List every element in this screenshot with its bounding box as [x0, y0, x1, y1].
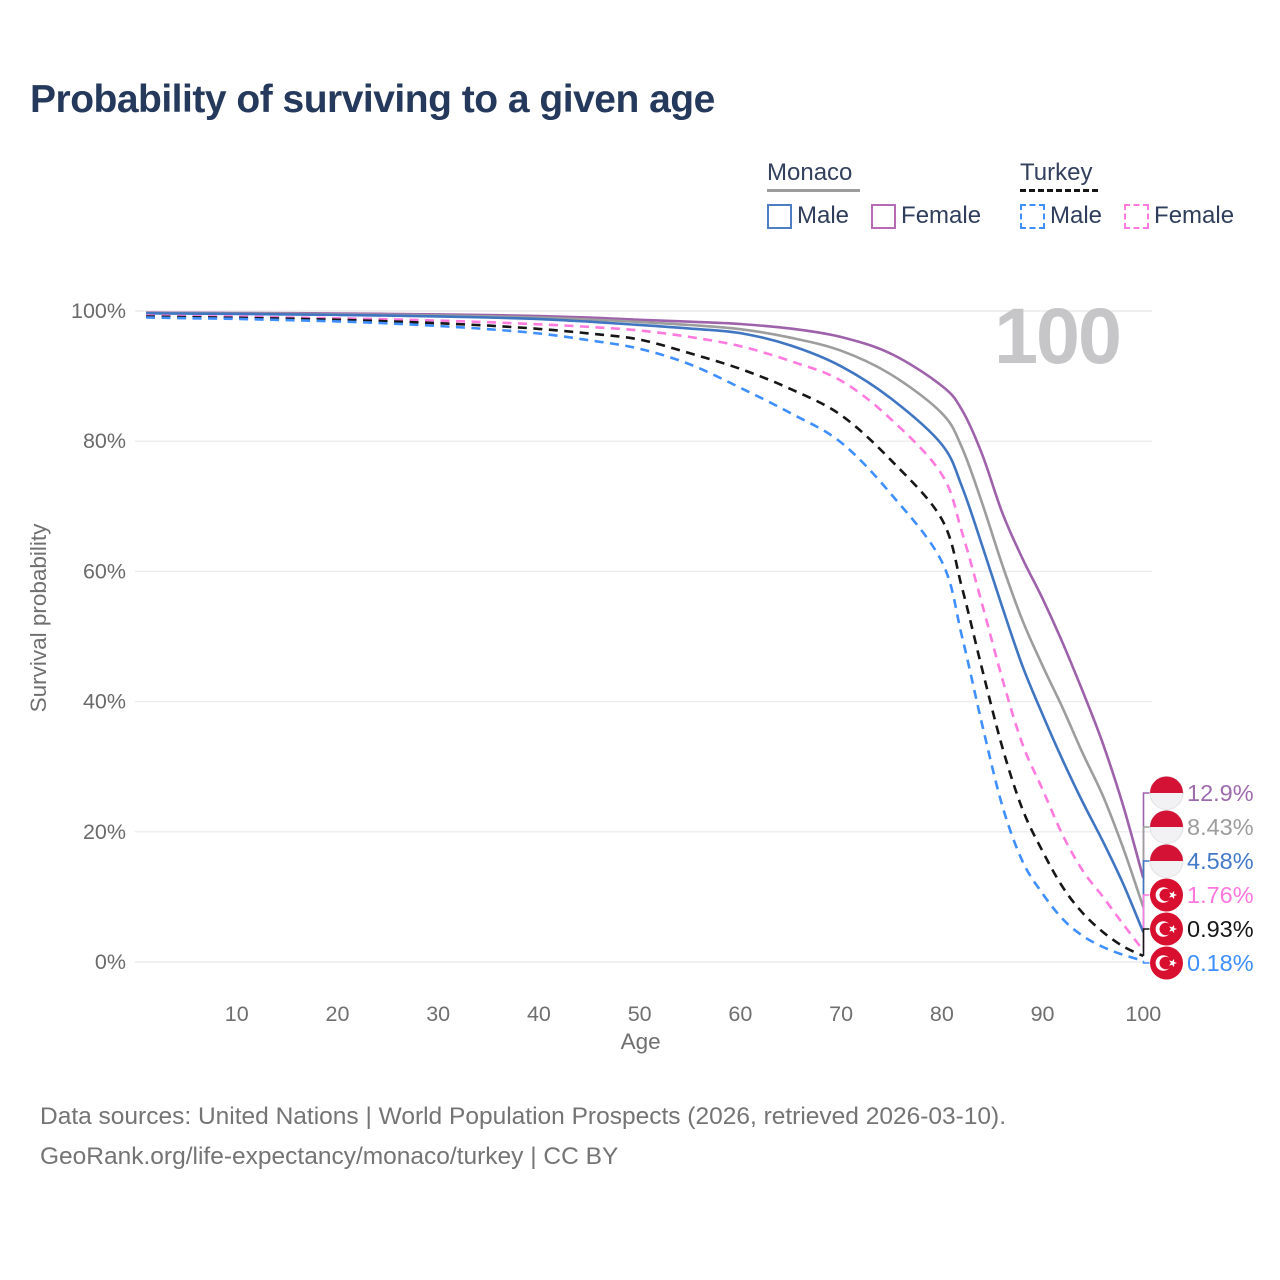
legend-item-monaco-female[interactable]: Female — [871, 202, 981, 230]
legend-group-monaco: Monaco Male Female — [767, 160, 981, 230]
x-tick-label: 100 — [1125, 1002, 1161, 1026]
end-label-value: 0.93% — [1187, 916, 1254, 942]
x-tick-label: 80 — [930, 1002, 954, 1026]
x-tick-label: 70 — [829, 1002, 853, 1026]
y-tick-label: 100% — [71, 299, 126, 323]
legend-item-turkey-female[interactable]: Female — [1124, 202, 1234, 230]
curve-monaco-male — [146, 312, 1145, 933]
y-tick-label: 20% — [83, 820, 126, 844]
end-label-monaco-female: 12.9% — [1149, 776, 1254, 810]
end-label-connector-monaco-male — [1142, 860, 1150, 933]
curve-turkey-male — [146, 316, 1144, 963]
monaco-line-swatch — [767, 189, 860, 192]
y-tick-label: 0% — [95, 950, 126, 974]
turkey-male-swatch-icon — [1020, 203, 1045, 229]
monaco-male-swatch-icon — [767, 203, 792, 229]
turkey-flag-icon — [1150, 878, 1183, 912]
end-label-value: 4.58% — [1187, 848, 1254, 874]
end-label-turkey-female: 1.76% — [1150, 878, 1254, 912]
turkey-female-swatch-icon — [1124, 203, 1150, 229]
legend-item-label: Male — [1050, 202, 1103, 229]
age-counter-watermark: 100 — [994, 291, 1120, 380]
y-tick-label: 60% — [83, 559, 126, 583]
turkey-line-swatch — [1020, 189, 1098, 192]
x-tick-label: 10 — [225, 1002, 249, 1026]
monaco-flag-icon — [1149, 844, 1184, 878]
curve-monaco-female — [146, 311, 1145, 879]
monaco-female-swatch-icon — [871, 203, 897, 229]
x-tick-label: 30 — [426, 1002, 450, 1026]
x-tick-label: 90 — [1031, 1002, 1055, 1026]
end-label-value: 12.9% — [1187, 780, 1254, 806]
legend-item-label: Female — [1154, 202, 1235, 229]
x-tick-label: 60 — [728, 1002, 752, 1026]
end-label-value: 8.43% — [1187, 814, 1254, 840]
end-label-monaco-both-sexes: 8.43% — [1149, 810, 1254, 844]
turkey-flag-icon — [1150, 912, 1183, 946]
y-tick-label: 80% — [83, 429, 126, 453]
legend-item-monaco-male[interactable]: Male — [767, 202, 849, 230]
end-label-connector-turkey-female — [1142, 894, 1150, 951]
x-tick-label: 50 — [628, 1002, 652, 1026]
end-label-connector-turkey-both-sexes — [1142, 928, 1150, 956]
end-label-connector-turkey-male — [1142, 960, 1150, 964]
end-label-connector-monaco-female — [1142, 792, 1150, 878]
legend-group-title-turkey: Turkey — [1020, 159, 1093, 186]
legend-group-title-monaco: Monaco — [767, 159, 853, 186]
x-axis-title: Age — [621, 1029, 661, 1054]
footer-data-sources: Data sources: United Nations | World Pop… — [40, 1103, 1007, 1130]
end-label-value: 0.18% — [1187, 950, 1254, 976]
x-tick-label: 40 — [527, 1002, 551, 1026]
monaco-flag-icon — [1149, 810, 1184, 844]
end-label-monaco-male: 4.58% — [1149, 844, 1254, 878]
legend-item-label: Female — [901, 202, 982, 229]
x-tick-label: 20 — [325, 1002, 349, 1026]
end-label-turkey-both-sexes: 0.93% — [1150, 912, 1254, 946]
y-axis-title: Survival probability — [26, 523, 51, 713]
page-title: Probability of surviving to a given age — [30, 78, 715, 121]
legend-item-label: Male — [797, 202, 850, 229]
end-label-turkey-male: 0.18% — [1150, 946, 1254, 980]
curve-turkey-female — [146, 314, 1145, 952]
footer-attribution: GeoRank.org/life-expectancy/monaco/turke… — [40, 1143, 619, 1170]
y-tick-label: 40% — [83, 690, 126, 714]
monaco-flag-icon — [1149, 776, 1184, 810]
legend-group-turkey: Turkey Male Female — [1020, 160, 1234, 230]
turkey-flag-icon — [1150, 946, 1183, 980]
curve-monaco-both-sexes — [146, 311, 1145, 908]
curve-turkey-both-sexes — [146, 315, 1144, 958]
end-label-value: 1.76% — [1187, 882, 1254, 908]
legend-item-turkey-male[interactable]: Male — [1020, 202, 1102, 230]
